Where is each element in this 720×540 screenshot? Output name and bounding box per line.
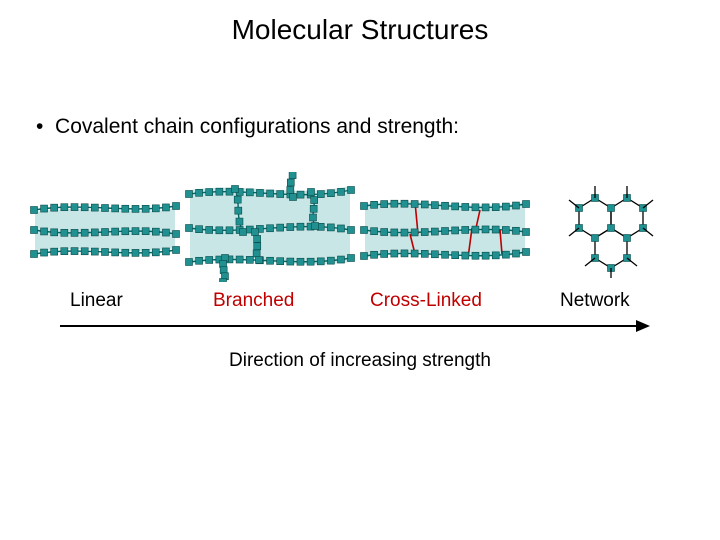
diagram-network (535, 172, 685, 282)
diagram-branched (185, 172, 355, 282)
linear-svg (30, 172, 180, 282)
structure-label-3: Network (560, 290, 630, 312)
cross-svg (360, 172, 530, 282)
bullet-line: • Covalent chain configurations and stre… (36, 115, 459, 139)
network-svg (535, 172, 685, 282)
structure-label-2: Cross-Linked (370, 290, 482, 312)
strength-arrow (60, 316, 650, 336)
structure-label-1: Branched (213, 290, 294, 312)
structure-diagrams (30, 172, 690, 282)
branched-svg (185, 172, 355, 282)
bullet-text: Covalent chain configurations and streng… (55, 115, 459, 138)
structure-label-0: Linear (70, 290, 123, 312)
diagram-cross (360, 172, 530, 282)
slide-title: Molecular Structures (0, 14, 720, 46)
arrow-caption: Direction of increasing strength (0, 350, 720, 372)
diagram-linear (30, 172, 180, 282)
